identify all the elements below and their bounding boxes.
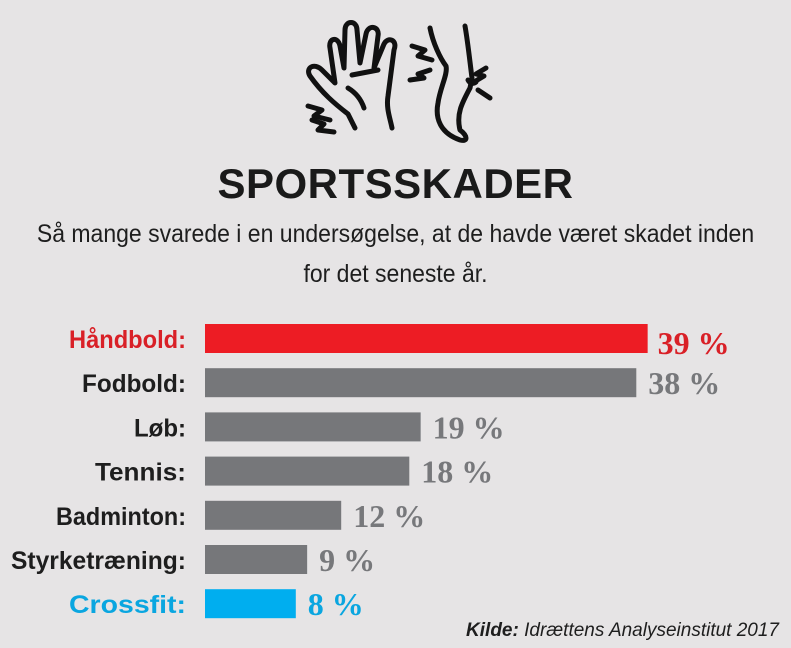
value-label: 39 % [658,325,730,361]
value-label: 8 % [308,586,364,622]
bar [205,324,648,353]
category-label: Badminton: [56,503,186,531]
value-label: 18 % [421,454,493,490]
bar [205,545,308,574]
category-label: Håndbold: [69,326,186,354]
category-label: Crossfit: [69,591,186,619]
source-text: Idrættens Analyseinstitut 2017 [524,620,779,641]
value-label: 19 % [433,409,505,445]
bar [205,456,410,486]
category-label: Styrketræning: [11,547,186,575]
hand-and-leg-injury-icon [305,20,493,143]
chart-title: SPORTSSKADER [217,160,574,207]
source-label: Kilde: [466,620,519,641]
value-label: 12 % [353,498,425,534]
value-label: 38 % [648,365,720,401]
chart-subtitle: Så mange svarede i en undersøgelse, at d… [36,220,755,288]
category-label: Tennis: [95,459,186,487]
category-label: Løb: [134,414,186,442]
bar [205,412,421,442]
value-label: 9 % [319,542,375,578]
bar [205,589,296,619]
category-label: Fodbold: [82,370,186,398]
bar [205,500,342,530]
bar [205,368,637,398]
source-note: Kilde: Idrættens Analyseinstitut 2017 [466,620,779,642]
